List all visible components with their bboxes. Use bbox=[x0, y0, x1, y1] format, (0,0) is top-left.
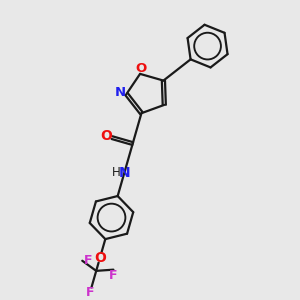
Text: N: N bbox=[115, 86, 126, 99]
Text: F: F bbox=[84, 254, 92, 267]
Text: N: N bbox=[118, 166, 130, 180]
Text: F: F bbox=[85, 286, 94, 299]
Text: O: O bbox=[94, 251, 106, 265]
Text: O: O bbox=[100, 129, 112, 143]
Text: H: H bbox=[112, 166, 121, 179]
Text: F: F bbox=[109, 269, 118, 282]
Text: O: O bbox=[136, 62, 147, 75]
